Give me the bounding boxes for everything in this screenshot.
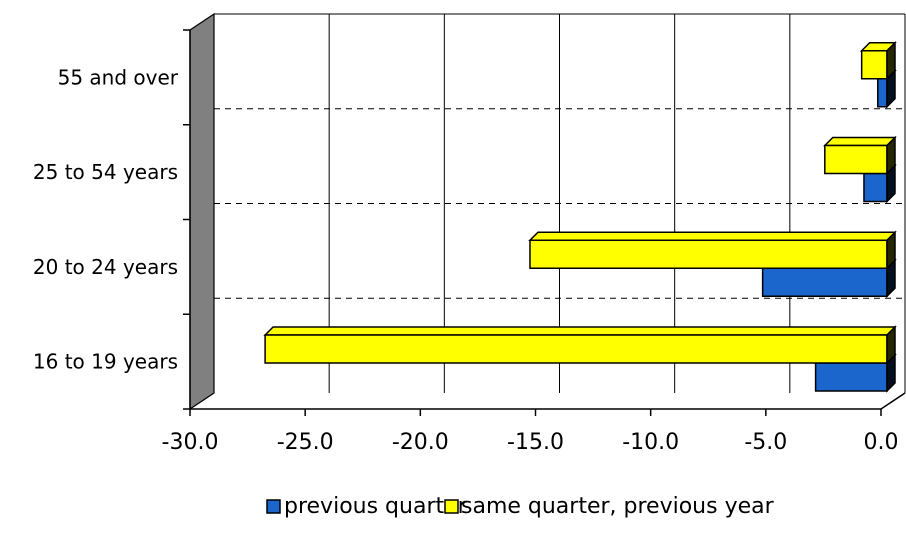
x-tick-label-4: -10.0: [622, 430, 679, 455]
bar-side-face: [886, 230, 896, 271]
bar-side-face: [886, 135, 896, 176]
x-tick-label-1: -25.0: [277, 430, 334, 455]
bar-same-quarter-previous-year-55-and-over: [859, 40, 897, 81]
side-wall: [189, 12, 215, 411]
x-tick-label-0: -30.0: [162, 430, 219, 455]
bars: [263, 40, 897, 393]
bar-front-face: [877, 78, 888, 108]
bar-same-quarter-previous-year-20-to-24-years: [528, 230, 897, 271]
category-label-20-to-24-years: 20 to 24 years: [33, 255, 178, 279]
legend-swatch-previous-quarter: [266, 499, 281, 514]
bar-front-face: [824, 144, 888, 175]
bar-same-quarter-previous-year-25-to-54-years: [822, 135, 897, 176]
x-axis-tick-labels: -30.0 -25.0 -20.0 -15.0 -10.0 -5.0 0.0: [162, 430, 899, 455]
bar-front-face: [863, 172, 888, 203]
legend-label-previous-quarter: previous quarter: [284, 494, 468, 519]
bar-side-face: [886, 325, 896, 365]
bar-front-face: [264, 334, 888, 364]
bar-front-face: [529, 239, 888, 269]
floor-right-edge: [880, 392, 906, 410]
bar-top-face: [263, 326, 897, 336]
x-tick-label-6: 0.0: [864, 430, 899, 455]
bar-front-face: [860, 50, 888, 80]
x-tick-label-2: -20.0: [392, 430, 449, 455]
x-tick-label-3: -15.0: [507, 430, 564, 455]
category-label-16-to-19-years: 16 to 19 years: [33, 350, 178, 374]
left-wall: [189, 12, 215, 411]
bar-same-quarter-previous-year-16-to-19-years: [263, 325, 897, 365]
bar-front-face: [761, 267, 888, 297]
axes: [183, 29, 906, 416]
category-label-25-to-54-years: 25 to 54 years: [33, 160, 178, 184]
x-tick-label-5: -5.0: [744, 430, 787, 455]
category-label-55-and-over: 55 and over: [58, 65, 179, 89]
category-labels: 16 to 19 years 20 to 24 years 25 to 54 yea…: [33, 65, 179, 373]
bar-top-face: [528, 231, 897, 241]
bar-front-face: [814, 362, 888, 392]
legend: previous quarter same quarter, previous …: [266, 494, 775, 519]
bar-side-face: [886, 40, 896, 81]
bar-top-face: [822, 136, 897, 147]
legend-swatch-same-quarter-previous-year: [444, 499, 459, 514]
legend-label-same-quarter-previous-year: same quarter, previous year: [461, 494, 775, 519]
